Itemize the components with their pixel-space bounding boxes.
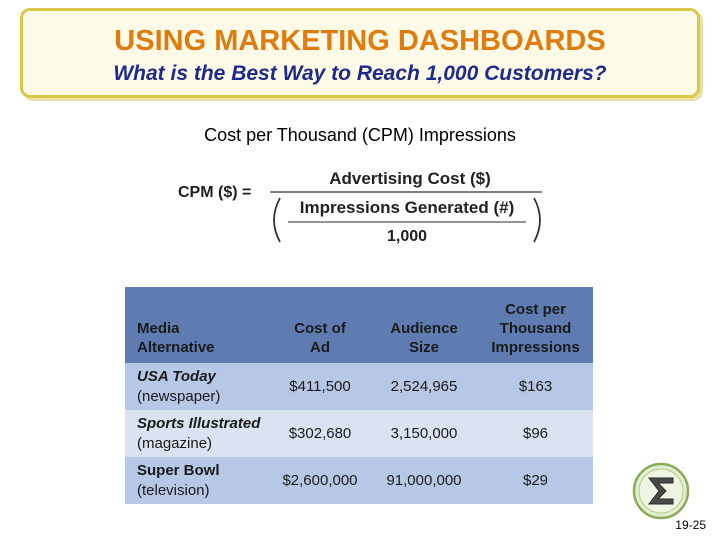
formula-numerator: Advertising Cost ($) xyxy=(329,169,491,188)
header-cpm: Cost per Thousand Impressions xyxy=(478,287,593,363)
table-row: Sports Illustrated (magazine) $302,680 3… xyxy=(125,410,593,457)
table-header-row: Media Alternative Cost of Ad Audience Si… xyxy=(125,287,593,363)
media-name: Super Bowl xyxy=(137,461,220,479)
media-cell: Sports Illustrated (magazine) xyxy=(125,410,270,457)
cpm-cell: $29 xyxy=(478,457,593,504)
header-audience-size: Audience Size xyxy=(370,287,478,363)
section-heading: Cost per Thousand (CPM) Impressions xyxy=(204,125,516,145)
formula-lhs: CPM ($) = xyxy=(178,184,251,201)
cpm-cell: $163 xyxy=(478,363,593,410)
audience-cell: 2,524,965 xyxy=(370,363,478,410)
media-cell: Super Bowl (television) xyxy=(125,457,270,504)
cost-cell: $302,680 xyxy=(270,410,370,457)
slide-subtitle: What is the Best Way to Reach 1,000 Cust… xyxy=(113,62,607,85)
sigma-logo-icon xyxy=(632,462,690,520)
cpm-comparison-table: Media Alternative Cost of Ad Audience Si… xyxy=(125,287,593,504)
header-cost-of-ad: Cost of Ad xyxy=(270,287,370,363)
media-type: (magazine) xyxy=(137,434,213,452)
cpm-formula: CPM ($) = Advertising Cost ($) Impressio… xyxy=(178,169,542,245)
formula-denominator-bottom: 1,000 xyxy=(387,228,427,245)
cost-cell: $411,500 xyxy=(270,363,370,410)
page-number: 19-25 xyxy=(675,518,706,532)
slide-title: USING MARKETING DASHBOARDS xyxy=(114,25,606,57)
media-cell: USA Today (newspaper) xyxy=(125,363,270,410)
title-box: USING MARKETING DASHBOARDS What is the B… xyxy=(20,8,700,98)
left-paren xyxy=(273,197,281,243)
audience-cell: 3,150,000 xyxy=(370,410,478,457)
right-paren xyxy=(533,197,541,243)
media-name: USA Today xyxy=(137,367,216,385)
cpm-cell: $96 xyxy=(478,410,593,457)
audience-cell: 91,000,000 xyxy=(370,457,478,504)
formula-denominator-top: Impressions Generated (#) xyxy=(300,198,514,217)
media-type: (newspaper) xyxy=(137,387,221,405)
table-row: USA Today (newspaper) $411,500 2,524,965… xyxy=(125,363,593,410)
table-row: Super Bowl (television) $2,600,000 91,00… xyxy=(125,457,593,504)
header-media-alternative: Media Alternative xyxy=(125,287,270,363)
media-type: (television) xyxy=(137,481,210,499)
cost-cell: $2,600,000 xyxy=(270,457,370,504)
media-name: Sports Illustrated xyxy=(137,414,261,432)
